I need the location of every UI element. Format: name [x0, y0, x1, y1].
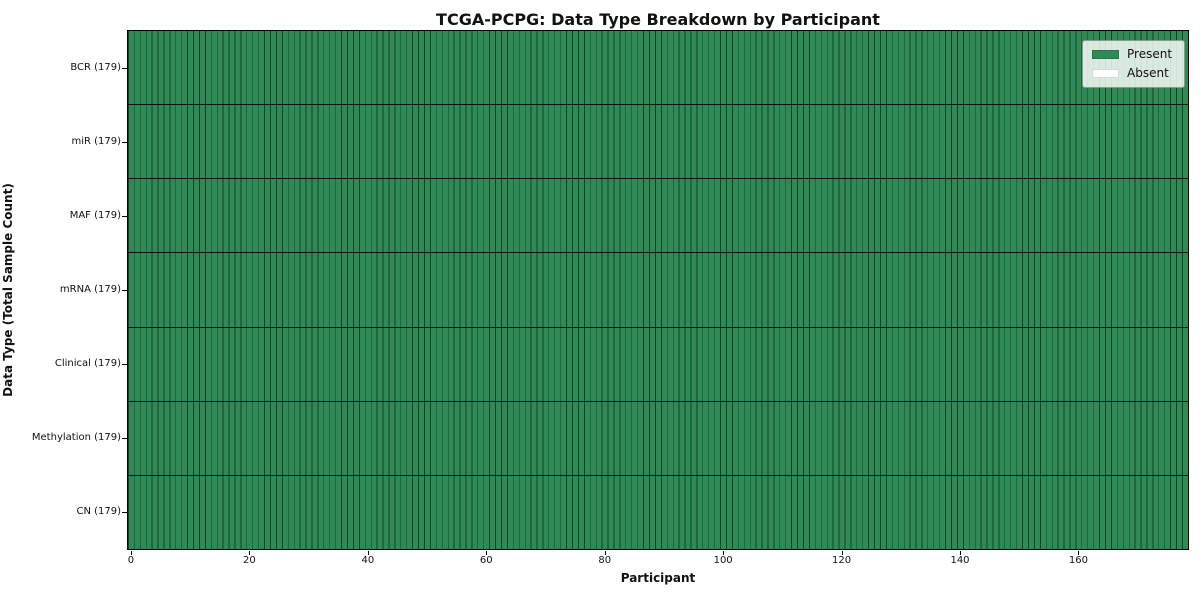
x-tick-label-100: 100 — [713, 555, 733, 566]
y-tick-label-mir: miR (179) — [71, 136, 121, 147]
x-tick-mark — [486, 551, 488, 555]
legend-item-present: Present — [1092, 48, 1175, 61]
heatmap-row-clinical — [128, 328, 1188, 402]
x-tick-mark — [249, 551, 251, 555]
heatmap-row-methylation — [128, 402, 1188, 476]
x-tick-label-140: 140 — [950, 555, 970, 566]
y-tick-mark — [122, 215, 127, 217]
y-tick-mark — [122, 437, 127, 439]
y-tick-mark — [122, 363, 127, 365]
x-tick-label-40: 40 — [361, 555, 375, 566]
y-tick-label-clinical: Clinical (179) — [54, 358, 121, 369]
x-tick-label-20: 20 — [243, 555, 256, 566]
heatmap-plot-area: Present Absent — [127, 30, 1189, 550]
heatmap-row-mrna — [128, 253, 1188, 328]
x-tick-mark — [841, 551, 843, 555]
chart-title: TCGA-PCPG: Data Type Breakdown by Partic… — [436, 10, 880, 29]
heatmap-rows — [128, 31, 1188, 549]
legend-label-present: Present — [1127, 47, 1173, 61]
x-tick-mark — [960, 551, 961, 555]
x-tick-label-80: 80 — [598, 555, 612, 566]
heatmap-row-mir — [128, 105, 1188, 180]
heatmap-row-maf — [128, 179, 1188, 254]
x-tick-mark — [367, 551, 369, 555]
x-tick-mark — [130, 551, 132, 555]
legend-swatch-present — [1092, 50, 1119, 59]
heatmap-row-cn — [128, 476, 1188, 549]
x-tick-label-60: 60 — [479, 555, 493, 566]
x-tick-mark — [604, 551, 606, 555]
y-tick-label-methylation: Methylation (179) — [31, 432, 121, 443]
y-tick-mark — [122, 141, 127, 143]
x-tick-label-160: 160 — [1068, 555, 1088, 566]
x-tick-mark — [1078, 551, 1080, 555]
y-tick-label-cn: CN (179) — [76, 506, 121, 517]
heatmap-row-bcr — [128, 31, 1188, 106]
legend-label-absent: Absent — [1127, 66, 1169, 80]
y-tick-mark — [122, 67, 127, 69]
x-tick-label-0: 0 — [127, 555, 135, 566]
legend-item-absent: Absent — [1092, 67, 1175, 80]
y-tick-label-bcr: BCR (179) — [70, 62, 121, 73]
y-tick-mark — [122, 289, 127, 291]
x-tick-label-120: 120 — [832, 555, 852, 566]
legend-swatch-absent — [1092, 69, 1119, 78]
y-tick-label-maf: MAF (179) — [69, 210, 121, 221]
x-axis-label: Participant — [620, 571, 696, 585]
x-tick-mark — [723, 551, 725, 555]
y-tick-label-mrna: mRNA (179) — [59, 284, 121, 295]
y-tick-mark — [122, 511, 127, 513]
legend: Present Absent — [1082, 40, 1185, 88]
